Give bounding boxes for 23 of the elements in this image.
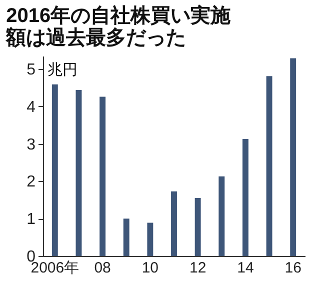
bar — [218, 176, 225, 256]
bar — [290, 58, 296, 256]
chart-title: 2016年の自社株買い実施額は過去最多だった — [5, 4, 231, 49]
x-tick-label: 12 — [189, 260, 206, 276]
bar — [52, 84, 58, 256]
bar — [171, 191, 177, 256]
y-tick-label: 2 — [26, 174, 36, 191]
y-tick-label: 4 — [26, 98, 36, 116]
x-tick-label: 08 — [94, 260, 111, 276]
bar — [194, 198, 201, 256]
bar — [147, 222, 154, 256]
bar — [76, 90, 82, 256]
y-tick-label: 1 — [26, 211, 36, 228]
x-tick-label: 14 — [237, 260, 254, 276]
bar — [266, 76, 272, 256]
bar — [242, 138, 248, 256]
bar — [123, 218, 130, 256]
bar — [100, 96, 106, 256]
y-axis-title: 兆円 — [48, 62, 78, 79]
y-tick-label: 3 — [26, 136, 36, 154]
x-tick-label: 10 — [142, 260, 159, 276]
x-tick-label: 16 — [284, 260, 302, 276]
y-tick-label: 5 — [26, 62, 36, 79]
